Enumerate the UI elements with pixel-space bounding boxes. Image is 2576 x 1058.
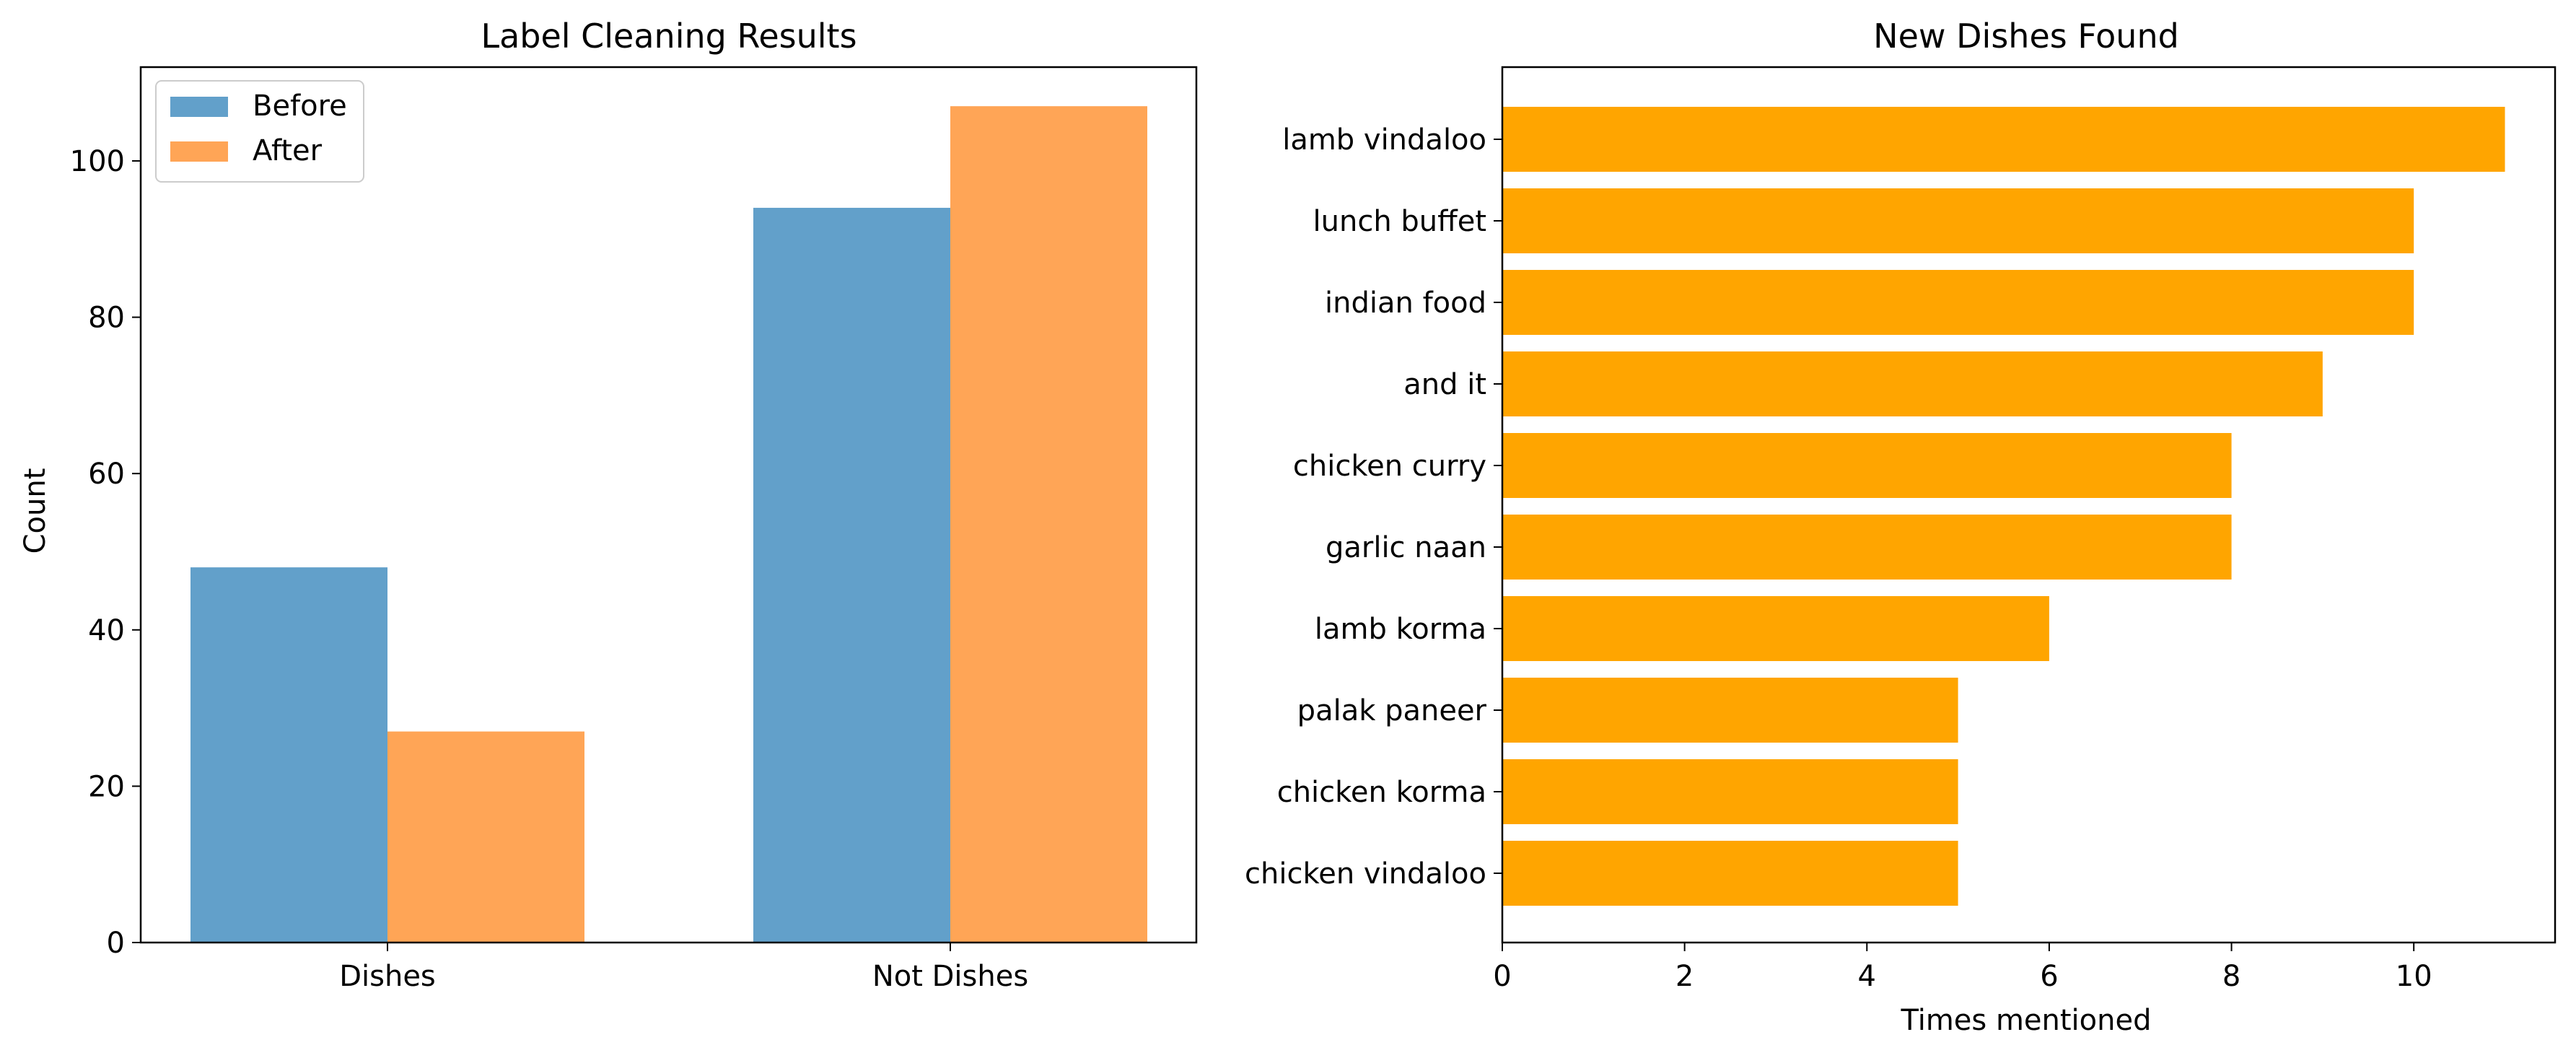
y-tick-label: lamb korma [1315,613,1486,646]
x-tick-label: Dishes [339,960,436,993]
bar [1502,515,2232,580]
bar [1502,270,2414,335]
chart-title: Label Cleaning Results [481,17,857,56]
legend: Before After [155,80,364,183]
x-tick-label: 8 [2222,960,2240,993]
bar [1502,351,2323,416]
bar [1502,841,1958,906]
bar [1502,188,2414,253]
bar-group [190,106,1147,943]
legend-label: Before [253,89,347,123]
bar [1502,107,2505,172]
x-tick-label: 2 [1675,960,1694,993]
y-tick-label: and it [1403,368,1486,401]
y-tick-label: 80 [88,302,125,335]
y-tick-label: 20 [88,770,125,803]
bar [1502,759,1958,824]
axes: Dishes Not Dishes 0 20 40 60 80 100 [70,66,1198,993]
y-tick-label: 60 [88,458,125,491]
plot-frame [139,66,1198,944]
bar [190,567,387,943]
legend-swatch [170,141,228,162]
x-tick-label: Not Dishes [872,960,1028,993]
chart-title: New Dishes Found [1873,17,2179,56]
label-cleaning-chart: Label Cleaning Results Dishes Not Dishes 0… [19,17,1198,993]
y-tick-label: chicken curry [1293,450,1486,483]
bar [1502,433,2232,498]
x-axis-label: Times mentioned [1901,1004,2152,1037]
y-tick-label: garlic naan [1326,531,1486,564]
x-tick-label: 4 [1858,960,1876,993]
legend-label: After [253,134,323,167]
bar [950,106,1147,943]
y-tick-label: 100 [70,145,125,178]
y-tick-label: indian food [1325,287,1486,320]
y-tick-label: lunch buffet [1313,205,1486,238]
bar-group [1502,107,2505,906]
x-tick-label: 0 [1493,960,1511,993]
y-tick-label: chicken vindaloo [1245,857,1486,891]
legend-swatch [170,97,228,117]
x-tick-label: 10 [2396,960,2432,993]
bar [387,731,584,943]
y-tick-label: 40 [88,614,125,647]
bar [1502,596,2049,661]
y-axis-label: Count [19,468,52,554]
new-dishes-chart: New Dishes Found lamb vindaloo lunch buff… [1245,17,2557,1037]
axes: lamb vindaloo lunch buffet indian food and … [1245,66,2557,993]
x-tick-label: 6 [2040,960,2058,993]
y-tick-label: lamb vindaloo [1282,123,1486,157]
bar [1502,678,1958,743]
plot-frame [1501,66,2557,944]
y-tick-label: palak paneer [1297,694,1487,727]
bar [753,207,950,943]
y-tick-label: 0 [107,927,125,960]
y-tick-label: chicken korma [1277,776,1486,809]
